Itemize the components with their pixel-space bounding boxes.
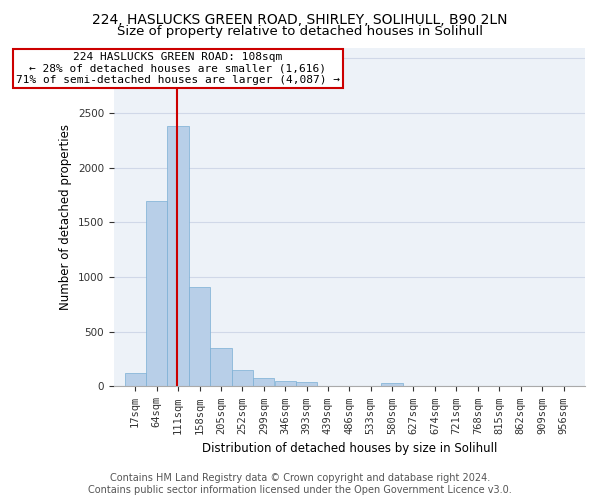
Bar	[253, 378, 274, 386]
Bar	[211, 348, 232, 387]
Text: Size of property relative to detached houses in Solihull: Size of property relative to detached ho…	[117, 25, 483, 38]
Bar	[189, 287, 210, 386]
Text: Contains HM Land Registry data © Crown copyright and database right 2024.
Contai: Contains HM Land Registry data © Crown c…	[88, 474, 512, 495]
Text: 224, HASLUCKS GREEN ROAD, SHIRLEY, SOLIHULL, B90 2LN: 224, HASLUCKS GREEN ROAD, SHIRLEY, SOLIH…	[92, 12, 508, 26]
Y-axis label: Number of detached properties: Number of detached properties	[59, 124, 72, 310]
Text: 224 HASLUCKS GREEN ROAD: 108sqm
← 28% of detached houses are smaller (1,616)
71%: 224 HASLUCKS GREEN ROAD: 108sqm ← 28% of…	[16, 52, 340, 85]
Bar	[382, 382, 403, 386]
X-axis label: Distribution of detached houses by size in Solihull: Distribution of detached houses by size …	[202, 442, 497, 455]
Bar	[296, 382, 317, 386]
Bar	[125, 374, 146, 386]
Bar	[232, 370, 253, 386]
Bar	[146, 200, 167, 386]
Bar	[275, 381, 296, 386]
Bar	[167, 126, 188, 386]
